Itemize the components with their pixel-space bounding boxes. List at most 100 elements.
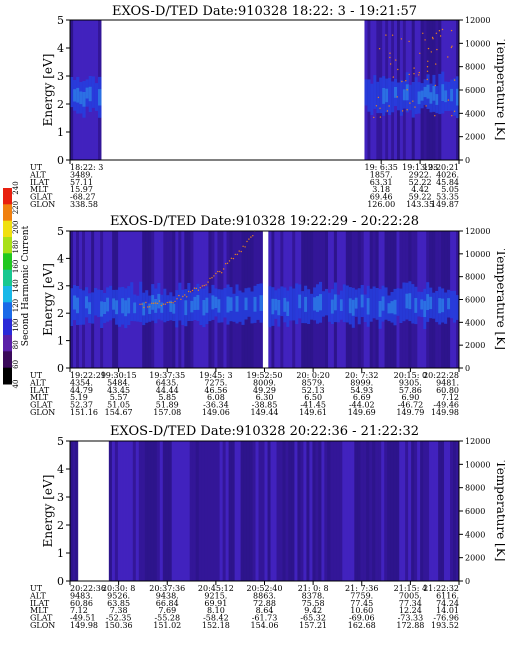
table-cell: 8579. — [302, 378, 325, 387]
table-cell: 77.45 — [350, 599, 373, 608]
y2-tick-label: 2000 — [465, 341, 485, 350]
table-cell: -44.02 — [349, 401, 375, 410]
y2-axis-label: Temperature [K] — [494, 249, 505, 350]
colorbar-segment — [3, 188, 12, 205]
table-cell: 5.05 — [441, 185, 459, 194]
table-cell: 4354. — [70, 378, 93, 387]
table-cell: -73.33 — [398, 614, 424, 623]
table-cell: 52.37 — [70, 401, 93, 410]
table-cell: 20:37:36 — [149, 584, 185, 593]
y2-tick-label: 6000 — [465, 86, 485, 95]
y2-tick-label: 6000 — [465, 296, 485, 305]
table-cell: -65.32 — [300, 614, 326, 623]
y-axis-label: Energy [eV] — [41, 263, 55, 336]
table-cell: 149.87 — [431, 200, 459, 209]
table-cell: 8863. — [253, 591, 276, 600]
colorbar-segment — [3, 269, 12, 287]
y2-tick-label: 12000 — [465, 227, 490, 236]
y2-tick-label: 2000 — [465, 133, 485, 142]
table-cell: 154.06 — [251, 621, 279, 630]
data-block — [70, 20, 102, 160]
table-cell: 9483. — [70, 591, 93, 600]
y2-tick-label: 12000 — [465, 16, 490, 25]
table-cell: 51.89 — [156, 401, 179, 410]
table-cell: 8999. — [350, 378, 373, 387]
data-block — [268, 231, 460, 368]
table-cell: -38.85 — [252, 401, 278, 410]
table-cell: 126.00 — [367, 200, 395, 209]
y-tick-label: 1 — [57, 335, 64, 348]
y2-tick-label: 8000 — [465, 63, 485, 72]
y2-tick-label: 0 — [465, 156, 470, 165]
table-cell: 3.18 — [372, 185, 390, 194]
table-cell: 8.64 — [256, 606, 274, 615]
table-cell: 149.44 — [251, 408, 279, 417]
colorbar-segment — [3, 367, 12, 385]
table-cell: 143.35 — [406, 200, 434, 209]
table-row-label: GLAT — [30, 401, 53, 410]
table-cell: 6.50 — [304, 393, 322, 402]
y-tick-label: 3 — [57, 491, 64, 504]
table-cell: 7759. — [350, 591, 373, 600]
table-cell: 77.34 — [399, 599, 422, 608]
table-row-label: ALT — [29, 591, 46, 600]
table-cell: 19: 6:35 — [365, 163, 398, 172]
panel-title: EXOS-D/TED Date:910328 19:22:29 - 20:22:… — [110, 214, 419, 229]
colorbar-segment — [3, 351, 12, 369]
table-cell: 46.56 — [204, 386, 227, 395]
table-cell: 5.85 — [158, 393, 176, 402]
y2-tick-label: 4000 — [465, 530, 485, 539]
table-cell: 21:15: 4 — [394, 584, 427, 593]
colorbar-segment — [3, 302, 12, 320]
table-cell: 5.19 — [70, 393, 88, 402]
table-row-label: UT — [30, 371, 43, 380]
table-cell: 2922. — [409, 170, 432, 179]
table-row-label: ALT — [29, 378, 46, 387]
panel-title: EXOS-D/TED Date:910328 20:22:36 - 21:22:… — [110, 424, 419, 439]
table-cell: 7.38 — [110, 606, 128, 615]
colorbar-segment — [3, 318, 12, 336]
table-cell: 20:45:12 — [198, 584, 234, 593]
table-cell: 20:52:40 — [247, 584, 283, 593]
table-cell: 52.22 — [409, 178, 432, 187]
table-cell: -76.96 — [433, 614, 459, 623]
table-cell: -41.45 — [300, 401, 326, 410]
table-cell: 19:37:35 — [149, 371, 185, 380]
table-cell: 52.13 — [302, 386, 325, 395]
y-tick-label: 3 — [57, 70, 64, 83]
colorbar-tick-label: 220 — [12, 201, 20, 214]
table-row-label: GLAT — [30, 193, 53, 202]
table-cell: 8009. — [253, 378, 276, 387]
table-cell: 10.60 — [350, 606, 373, 615]
table-cell: 149.79 — [396, 408, 424, 417]
table-cell: 338.58 — [70, 200, 98, 209]
data-block — [70, 231, 263, 368]
y2-tick-label: 0 — [465, 364, 470, 373]
colorbar-tick-label: 160 — [12, 260, 20, 273]
table-cell: 19:13:23 — [402, 163, 438, 172]
y-tick-label: 5 — [57, 14, 64, 27]
table-cell: 21:22:32 — [423, 584, 459, 593]
colorbar-tick-label: 100 — [12, 319, 20, 332]
table-row-label: UT — [30, 163, 43, 172]
y-tick-label: 0 — [57, 154, 64, 167]
table-cell: -61.73 — [252, 614, 278, 623]
table-cell: -49.46 — [433, 401, 459, 410]
table-cell: 157.21 — [299, 621, 327, 630]
table-cell: 3489. — [70, 170, 93, 179]
table-cell: 7.12 — [70, 606, 88, 615]
table-cell: 157.08 — [153, 408, 181, 417]
table-cell: 9481. — [436, 378, 459, 387]
y-tick-label: 0 — [57, 575, 64, 588]
colorbar-segment — [3, 237, 12, 254]
colorbar-tick-label: 140 — [12, 279, 20, 292]
table-cell: 44.79 — [70, 386, 93, 395]
table-cell: 151.16 — [70, 408, 98, 417]
data-block — [108, 441, 460, 581]
colorbar-tick-label: 80 — [12, 340, 20, 349]
table-cell: 149.98 — [431, 408, 459, 417]
table-cell: 149.06 — [202, 408, 230, 417]
table-cell: 51.05 — [107, 401, 130, 410]
table-cell: 20:15: 0 — [394, 371, 427, 380]
table-cell: 6435. — [156, 378, 179, 387]
